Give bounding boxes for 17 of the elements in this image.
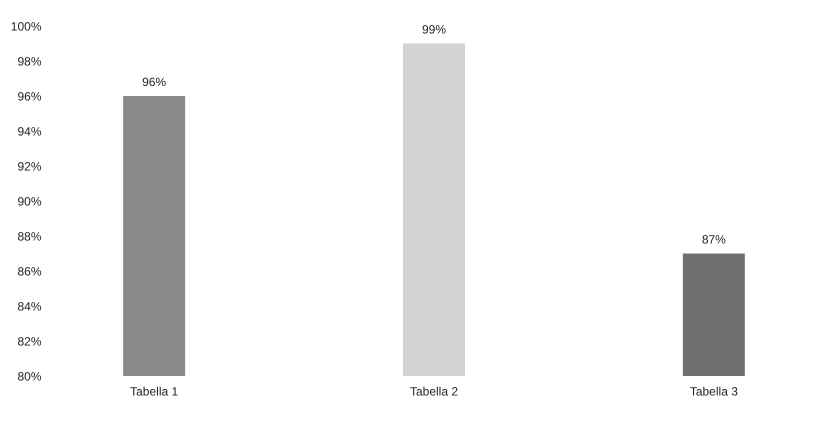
y-tick-label: 90% (17, 194, 42, 208)
y-tick-label: 84% (17, 300, 42, 314)
data-label: 96% (142, 75, 166, 89)
y-tick-label: 94% (17, 124, 42, 138)
y-tick-label: 80% (17, 370, 42, 384)
data-label: 87% (702, 232, 726, 246)
y-tick-label: 86% (17, 264, 42, 278)
y-tick-label: 100% (10, 20, 42, 34)
y-tick-label: 92% (17, 160, 42, 174)
x-tick-label: Tabella 1 (130, 384, 178, 398)
x-tick-label: Tabella 2 (410, 384, 458, 398)
x-tick-label: Tabella 3 (690, 384, 738, 398)
y-tick-label: 82% (17, 334, 42, 348)
y-tick-label: 98% (17, 54, 42, 68)
y-tick-label: 96% (17, 90, 42, 104)
y-tick-label: 88% (17, 230, 42, 244)
data-label: 99% (422, 22, 446, 36)
